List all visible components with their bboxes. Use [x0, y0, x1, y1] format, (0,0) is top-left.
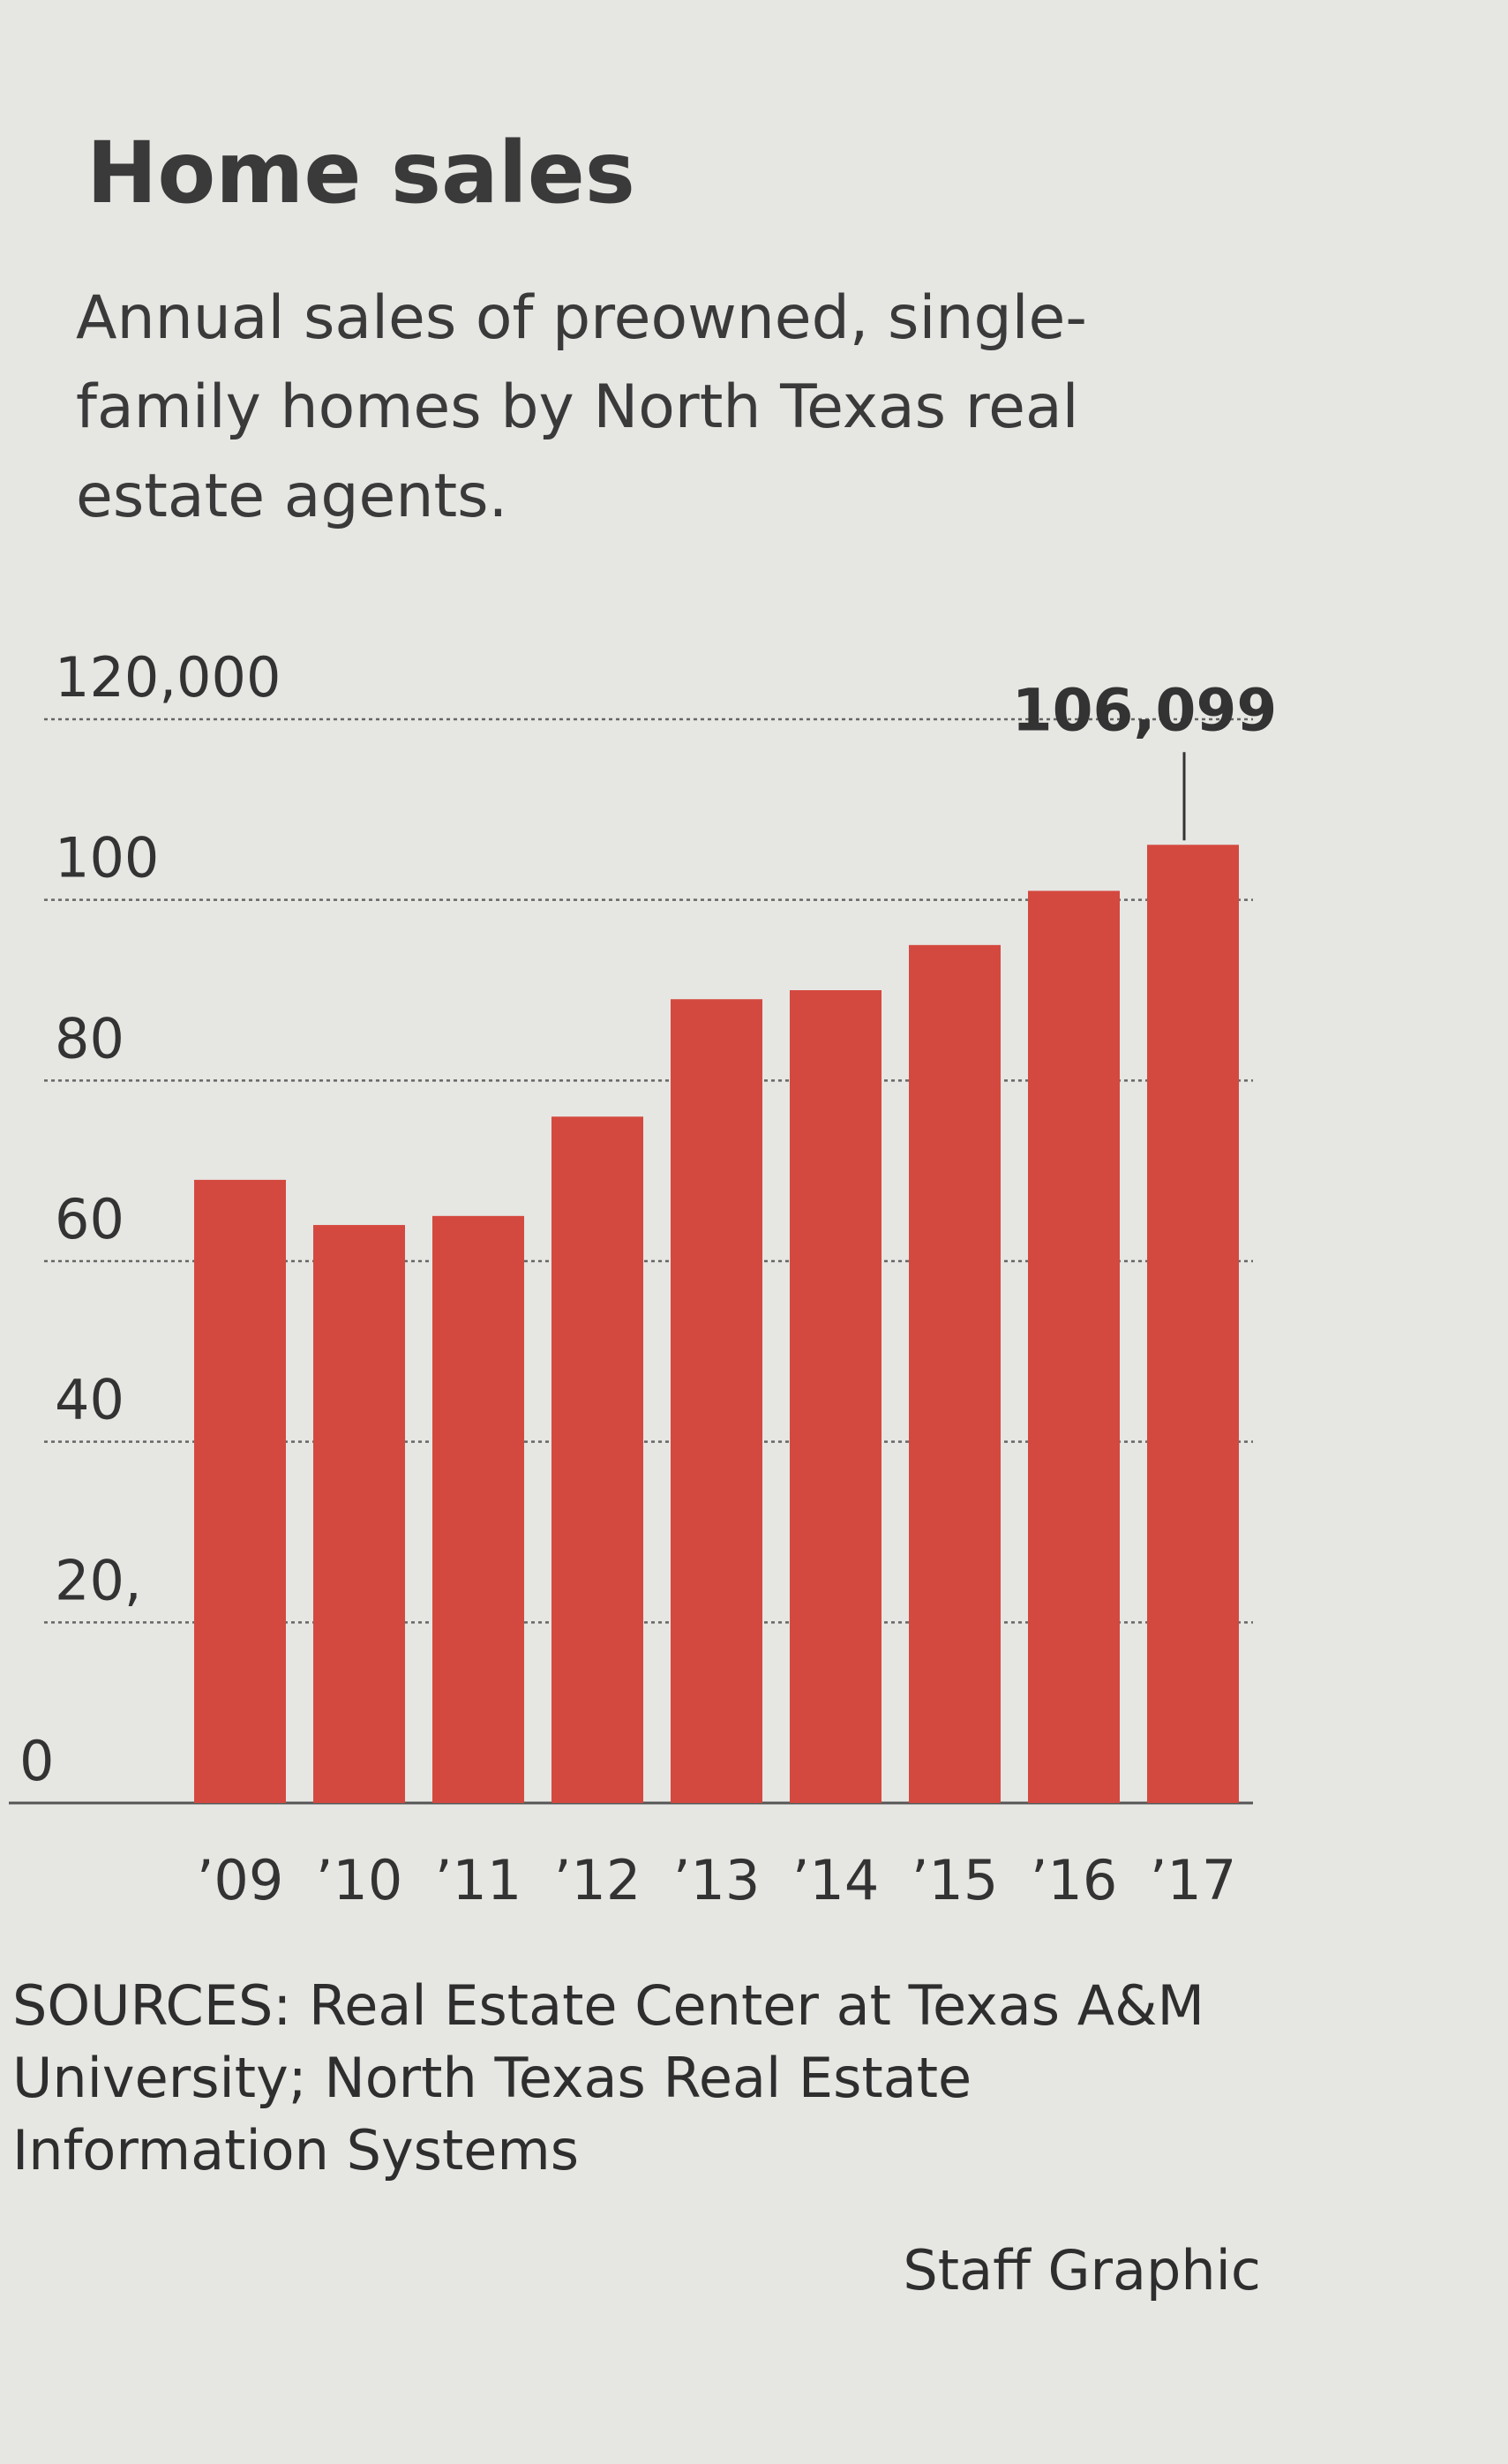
bar — [671, 999, 762, 1803]
x-tick-label: ’11 — [435, 1848, 522, 1912]
y-tick-label: 0 — [19, 1729, 54, 1793]
x-tick-label: ’12 — [554, 1848, 641, 1912]
y-tick-label: 100 — [55, 826, 159, 890]
x-tick-label: ’09 — [197, 1848, 284, 1912]
y-tick-label: 40 — [55, 1368, 124, 1432]
y-tick-label: 20, — [55, 1548, 142, 1612]
y-tick-label: 60 — [55, 1187, 124, 1251]
value-label: 106,099 — [1012, 676, 1278, 744]
source-note: SOURCES: Real Estate Center at Texas A&M… — [12, 1973, 1204, 2182]
y-tick-label: 120,000 — [55, 645, 281, 710]
bar — [1028, 890, 1120, 1803]
chart-subtitle: Annual sales of preowned, single-family … — [76, 283, 1087, 531]
bar — [909, 944, 1001, 1803]
bar — [790, 990, 882, 1803]
x-tick-label: ’14 — [792, 1848, 880, 1912]
credit: Staff Graphic — [903, 2238, 1261, 2302]
bar — [194, 1179, 286, 1803]
bar — [313, 1225, 405, 1803]
x-tick-label: ’13 — [673, 1848, 761, 1912]
chart: 0 20, 40 60 80 100 120,000 ’09 ’10 ’11 ’12 ’13 ’14 ’1… — [9, 645, 1278, 1912]
x-tick-label: ’10 — [316, 1848, 403, 1912]
bar — [432, 1215, 524, 1803]
y-tick-label: 80 — [55, 1006, 124, 1070]
chart-title: Home sales — [86, 124, 635, 222]
x-tick-label: ’16 — [1031, 1848, 1118, 1912]
bar — [551, 1116, 643, 1803]
bar — [1147, 845, 1239, 1803]
x-tick-label: ’17 — [1150, 1848, 1237, 1912]
x-tick-label: ’15 — [912, 1848, 999, 1912]
